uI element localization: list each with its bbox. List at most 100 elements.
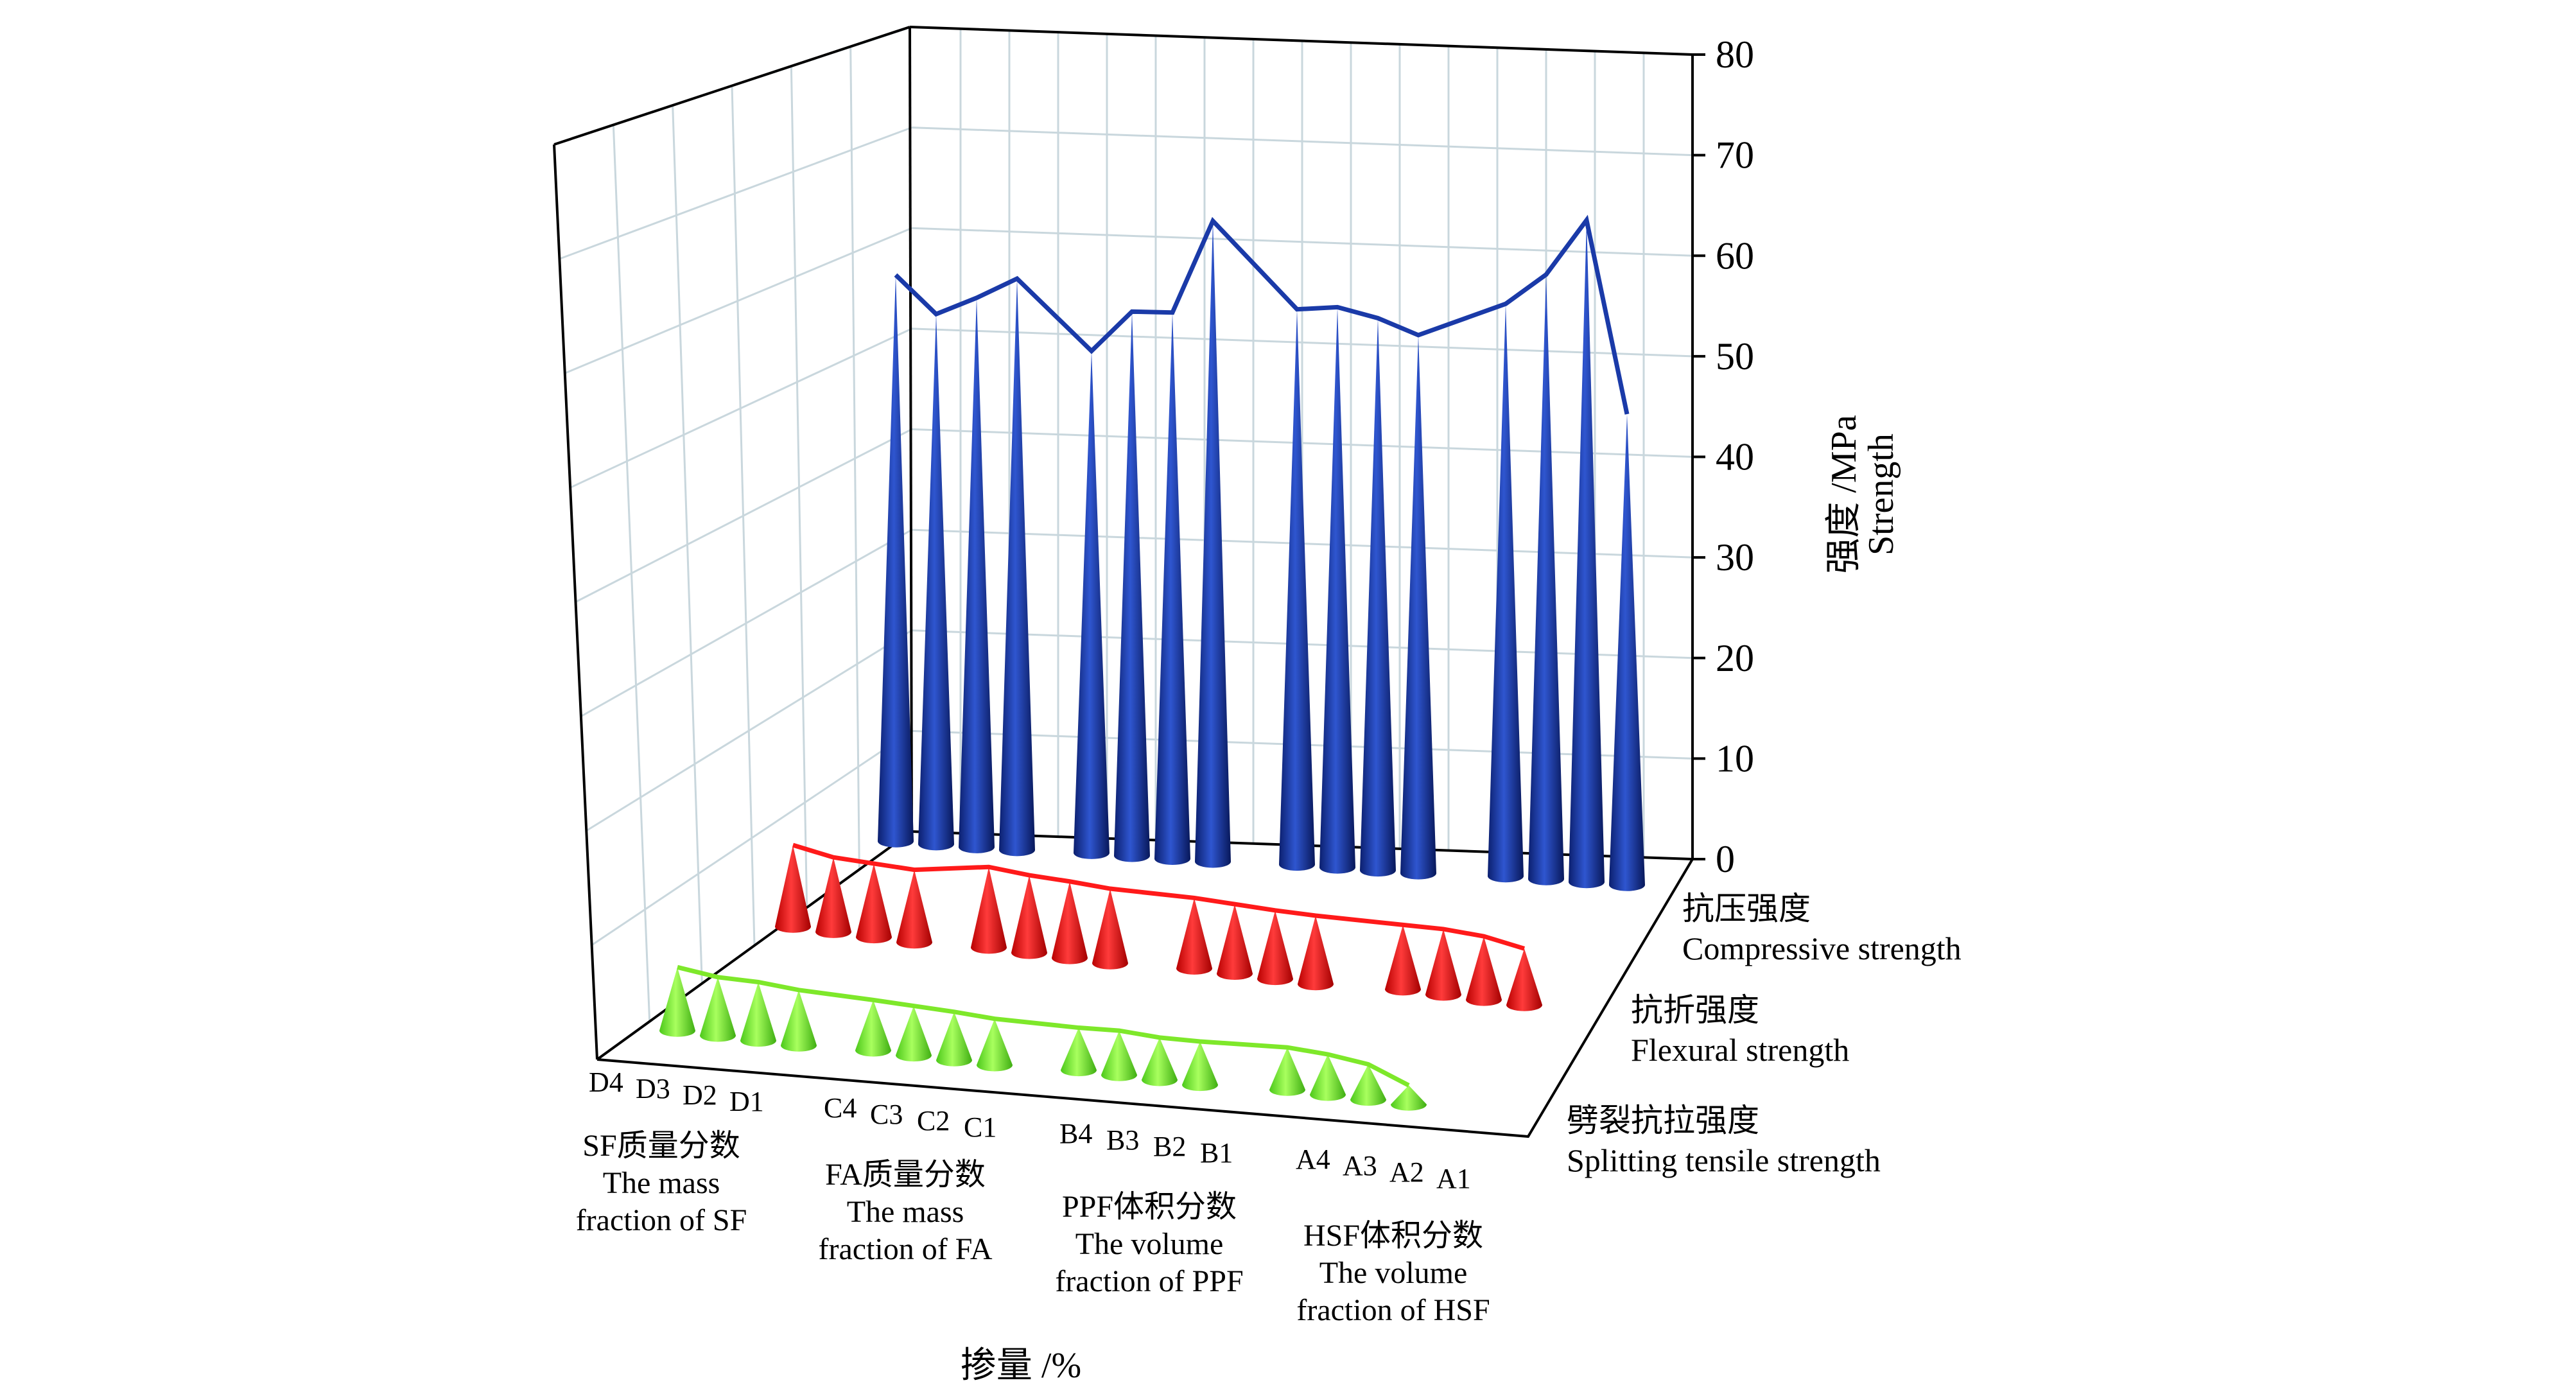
cone-D3 <box>918 314 954 851</box>
cone-C1 <box>977 1018 1013 1072</box>
group-label-en2: fraction of PPF <box>1055 1264 1243 1298</box>
z-tick-label: 10 <box>1716 737 1754 780</box>
cone-B4 <box>1176 898 1212 975</box>
svg-text:Strength: Strength <box>1861 433 1901 555</box>
svg-text:抗压强度: 抗压强度 <box>1682 891 1811 927</box>
category-label: A4 <box>1296 1144 1330 1175</box>
group-label-cn: PPF体积分数 <box>1062 1190 1237 1224</box>
group-label-en2: fraction of SF <box>576 1203 747 1237</box>
series-flexural <box>775 842 1542 1011</box>
cone-D2 <box>856 863 892 944</box>
cone-D4 <box>659 967 695 1037</box>
x-axis-title: 掺量 /% <box>961 1346 1081 1386</box>
cone-C3 <box>1114 311 1150 862</box>
cone-A3 <box>1425 928 1461 1001</box>
cone-D3 <box>700 977 736 1042</box>
cone-C2 <box>1052 881 1088 964</box>
group-label-en1: The mass <box>603 1166 720 1200</box>
cone-C2 <box>1154 312 1190 865</box>
series-label-compressive: 抗压强度 Compressive strength <box>1682 891 1962 966</box>
series-line <box>792 842 1526 951</box>
cone-A3 <box>1310 1054 1346 1101</box>
z-tick-label: 30 <box>1716 536 1754 579</box>
z-tick-label: 70 <box>1716 134 1754 177</box>
category-label: A3 <box>1343 1150 1377 1181</box>
cone-D3 <box>815 857 851 938</box>
category-label: A2 <box>1389 1156 1424 1188</box>
category-label: D1 <box>729 1086 764 1117</box>
cone-A2 <box>1466 936 1502 1006</box>
gridline-vertical-side <box>849 46 860 870</box>
z-axis-title: 强度 /MPa Strength <box>1824 415 1901 573</box>
category-label: C4 <box>824 1092 857 1124</box>
series-line <box>894 214 1630 415</box>
svg-text:Flexural strength: Flexural strength <box>1631 1032 1849 1068</box>
cone-D1 <box>896 869 932 949</box>
cone-D4 <box>775 845 811 933</box>
cone-A1 <box>1506 948 1542 1011</box>
series-compressive <box>878 214 1645 891</box>
category-label: D2 <box>683 1079 717 1111</box>
cone-A2 <box>1350 1064 1386 1106</box>
z-axis-ticks: 0 10 20 30 40 50 60 70 80 <box>1693 33 1754 880</box>
svg-text:劈裂抗拉强度: 劈裂抗拉强度 <box>1567 1102 1759 1138</box>
gridline-vertical-side <box>790 65 808 908</box>
series-label-splitting: 劈裂抗拉强度 Splitting tensile strength <box>1567 1102 1881 1178</box>
category-label: D4 <box>589 1067 623 1098</box>
category-label: C3 <box>870 1099 903 1130</box>
cone-C1 <box>1092 889 1128 970</box>
series-line <box>677 964 1410 1088</box>
category-label: B1 <box>1200 1137 1233 1169</box>
group-label-cn: FA质量分数 <box>825 1158 986 1192</box>
cone-A4 <box>1269 1047 1305 1096</box>
cone-C1 <box>1195 221 1231 868</box>
cone-B1 <box>1298 915 1334 991</box>
z-tick-label: 20 <box>1716 637 1754 679</box>
category-label: B4 <box>1059 1118 1092 1149</box>
cone-A3 <box>1528 274 1564 885</box>
cone-B1 <box>1182 1041 1218 1092</box>
category-label: C1 <box>964 1111 996 1143</box>
category-label: C2 <box>917 1105 950 1137</box>
cone-D1 <box>781 989 817 1052</box>
cone-C3 <box>1011 875 1047 959</box>
cone-A1 <box>1609 414 1645 891</box>
cone-A1 <box>1391 1085 1427 1111</box>
cone-B3 <box>1319 307 1355 874</box>
cone-D2 <box>959 297 995 853</box>
category-label: A1 <box>1436 1163 1471 1194</box>
cone-B3 <box>1217 904 1253 980</box>
cone-C4 <box>855 1000 891 1057</box>
gridline-vertical-side <box>731 85 756 946</box>
cone-D4 <box>878 275 914 848</box>
svg-text:Compressive strength: Compressive strength <box>1682 930 1962 966</box>
group-label-en1: The mass <box>847 1195 964 1229</box>
cone-A2 <box>1569 220 1605 889</box>
svg-text:抗折强度: 抗折强度 <box>1631 992 1759 1028</box>
series-splitting-tensile <box>659 964 1427 1111</box>
category-label: B2 <box>1153 1131 1186 1162</box>
group-label-en1: The volume <box>1075 1227 1224 1261</box>
cone-C2 <box>936 1011 972 1067</box>
cone-B1 <box>1400 335 1436 880</box>
gridline-vertical-side <box>672 105 703 984</box>
category-label: D3 <box>636 1073 670 1104</box>
group-label-cn: SF质量分数 <box>582 1129 740 1163</box>
cone-C4 <box>1074 351 1110 859</box>
cone-A4 <box>1385 925 1421 996</box>
cone-D1 <box>999 278 1035 857</box>
series-label-flexural: 抗折强度 Flexural strength <box>1631 992 1849 1068</box>
cone-D2 <box>740 982 776 1047</box>
cone-B3 <box>1101 1031 1137 1081</box>
z-tick-label: 0 <box>1716 838 1735 880</box>
cone-A4 <box>1488 304 1524 883</box>
group-label-cn: HSF体积分数 <box>1303 1219 1483 1253</box>
category-label: B3 <box>1106 1124 1139 1156</box>
z-tick-label: 60 <box>1716 234 1754 277</box>
gridline-vertical-side <box>612 125 651 1022</box>
cone-B4 <box>1279 309 1315 871</box>
category-labels: D4 D3 D2 D1 C4 C3 C2 C1 B4 B3 B2 B1 A4 A3 A2 A1 <box>589 1067 1471 1194</box>
cone-B2 <box>1257 910 1293 986</box>
